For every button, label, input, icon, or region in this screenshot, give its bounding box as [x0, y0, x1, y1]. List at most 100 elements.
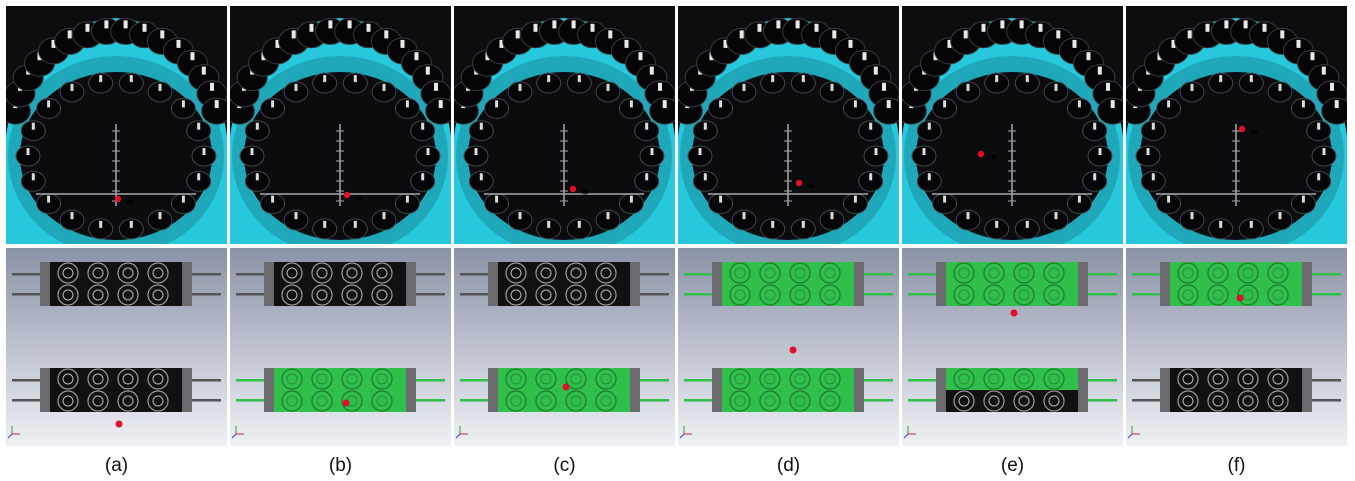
transducer — [1237, 390, 1259, 412]
transducer-ring — [376, 267, 388, 279]
end-cap — [488, 368, 498, 412]
transducer — [117, 368, 139, 390]
end-cap — [854, 368, 864, 412]
transducer-highlight — [70, 83, 74, 91]
transducer-ring — [1242, 289, 1254, 301]
transducer-highlight — [966, 83, 970, 91]
transducer-highlight — [47, 195, 51, 203]
transducer-outer — [1321, 97, 1347, 125]
render-scene — [903, 262, 1117, 439]
transducer — [87, 390, 109, 412]
transducer-highlight — [1243, 20, 1248, 29]
transducer-inner — [88, 72, 114, 94]
transducer-highlight — [31, 173, 35, 181]
transducer-highlight — [1086, 52, 1091, 61]
transducer-highlight — [1330, 82, 1334, 91]
transducer-ring — [794, 267, 806, 279]
transducer-ring — [988, 395, 1000, 407]
transducer-highlight — [47, 100, 51, 108]
transducer-inner — [1208, 218, 1234, 240]
transducer-highlight — [1187, 30, 1192, 39]
transducer-highlight — [606, 212, 610, 220]
transducer-highlight — [328, 20, 333, 29]
transducer-inner — [1267, 81, 1293, 103]
transducer-inner — [1306, 170, 1332, 192]
transducer-inner — [394, 97, 420, 119]
transducer — [1043, 262, 1065, 284]
transducer-highlight — [197, 122, 201, 130]
transducer — [1207, 284, 1229, 306]
end-cap — [406, 368, 416, 412]
transducer-ring — [1272, 289, 1284, 301]
transducer — [819, 368, 841, 390]
transducer-highlight — [347, 20, 352, 29]
transducer-ring — [1182, 289, 1194, 301]
transducer-ring — [122, 267, 134, 279]
transducer-highlight — [438, 100, 443, 109]
transducer-highlight — [703, 173, 707, 181]
particle-shadow — [126, 199, 134, 205]
transducer — [505, 390, 527, 412]
transducer-highlight — [638, 52, 643, 61]
transducer-highlight — [99, 75, 103, 83]
transducer — [595, 368, 617, 390]
transducer-highlight — [801, 75, 805, 83]
transducer — [983, 262, 1005, 284]
transducer-highlight — [353, 75, 357, 83]
transducer-highlight — [1278, 83, 1282, 91]
particle — [569, 185, 577, 193]
transducer-inner — [463, 145, 489, 167]
transducer-ring — [510, 395, 522, 407]
transducer-ring — [1018, 395, 1030, 407]
caption-f: (f) — [1227, 455, 1246, 476]
transducer-inner — [186, 170, 212, 192]
transducer-inner — [916, 120, 942, 142]
end-cap — [1302, 262, 1312, 306]
transducer — [565, 390, 587, 412]
transducer — [1267, 284, 1289, 306]
end-cap — [936, 262, 946, 306]
transducer — [759, 368, 781, 390]
transducer-ring — [1048, 373, 1060, 385]
transducer-inner — [507, 81, 533, 103]
transducer-highlight — [1171, 39, 1176, 48]
photo-scene — [678, 17, 899, 244]
transducer-highlight — [123, 20, 128, 29]
transducer-highlight — [67, 30, 72, 39]
transducer-highlight — [1322, 148, 1326, 155]
transducer-highlight — [801, 220, 805, 228]
transducer-highlight — [832, 30, 837, 39]
transducer-inner — [819, 81, 845, 103]
transducer-inner — [760, 72, 786, 94]
transducer-inner — [1014, 218, 1040, 240]
transducer-highlight — [723, 39, 728, 48]
axis-z — [1127, 433, 1133, 439]
transducer-ring — [824, 289, 836, 301]
transducer-ring — [316, 289, 328, 301]
transducer-highlight — [1219, 75, 1223, 83]
transducer-highlight — [99, 220, 103, 228]
transducer-ring — [62, 267, 74, 279]
transducer-ring — [122, 395, 134, 407]
caption-b: (b) — [328, 455, 353, 476]
transducer-highlight — [414, 52, 419, 61]
transducer-highlight — [995, 75, 999, 83]
transducer-highlight — [518, 212, 522, 220]
transducer-highlight — [662, 100, 667, 109]
end-cap — [1302, 368, 1312, 412]
render-scene — [1127, 262, 1341, 439]
transducer — [789, 390, 811, 412]
transducer-highlight — [608, 30, 613, 39]
transducer-highlight — [966, 212, 970, 220]
transducer-highlight — [271, 100, 275, 108]
transducer-inner — [1311, 145, 1337, 167]
transducer-ring — [570, 373, 582, 385]
transducer — [789, 284, 811, 306]
transducer-ring — [1272, 267, 1284, 279]
transducer — [565, 262, 587, 284]
transducer-highlight — [1025, 220, 1029, 228]
transducer — [147, 368, 169, 390]
transducer-inner — [415, 145, 441, 167]
transducer — [117, 284, 139, 306]
transducer-highlight — [547, 220, 551, 228]
